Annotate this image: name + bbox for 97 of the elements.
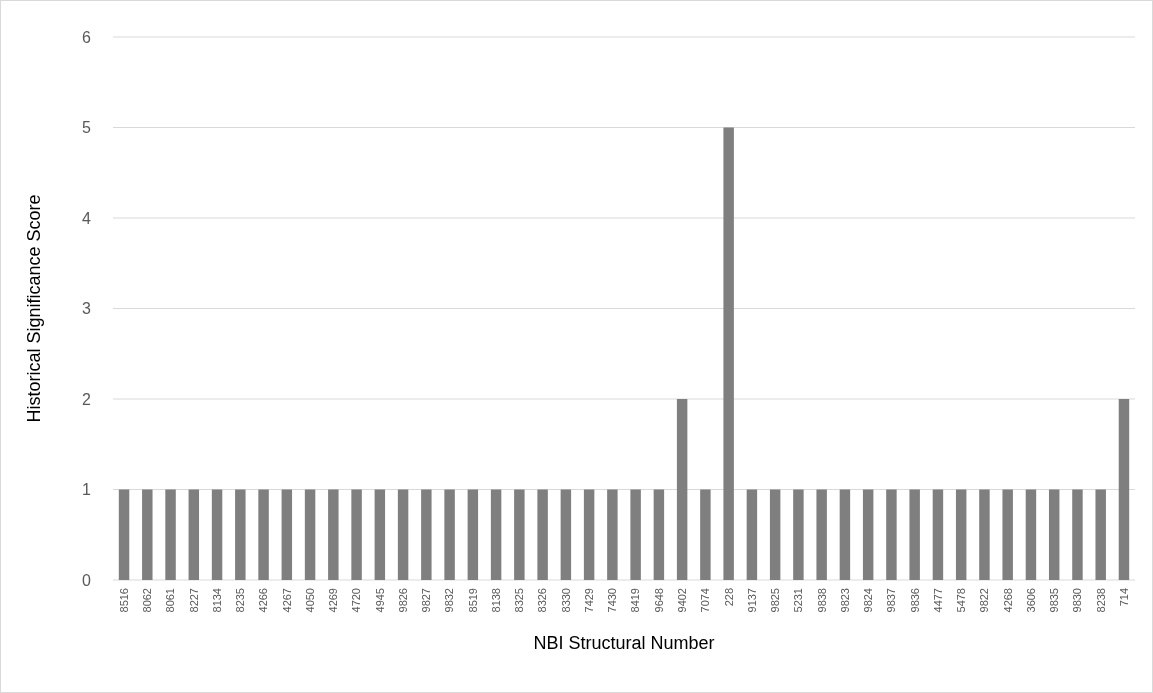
x-tick-label: 9836: [908, 588, 921, 613]
x-tick-label: 9827: [420, 588, 433, 613]
y-axis-title: Historical Significance Score: [24, 194, 44, 423]
bar: [490, 489, 502, 580]
bar: [955, 489, 967, 580]
x-tick-label: 4269: [327, 588, 340, 613]
x-tick-label: 8238: [1094, 588, 1107, 613]
bar: [467, 489, 479, 580]
bar: [397, 489, 409, 580]
x-tick-label: 9822: [978, 588, 991, 613]
x-tick-label: 8134: [210, 588, 223, 613]
x-tick-label: 4720: [350, 588, 363, 613]
x-tick-label: 4050: [303, 588, 316, 613]
bar: [421, 489, 432, 580]
bar: [1072, 489, 1083, 580]
bar: [746, 489, 758, 580]
y-tick-label: 1: [82, 481, 92, 499]
x-tick-label: 9137: [745, 588, 758, 613]
x-tick-label: 8235: [234, 588, 247, 613]
x-tick-label: 7430: [606, 588, 619, 613]
x-tick-label: 8419: [629, 588, 642, 613]
x-tick-label: 9838: [815, 588, 828, 613]
bar: [537, 489, 548, 580]
bar: [909, 489, 920, 580]
x-tick-label: 8138: [489, 588, 502, 613]
x-tick-label: 9830: [1071, 588, 1084, 613]
x-tick-label: 9826: [396, 588, 409, 613]
bar: [1095, 489, 1106, 580]
y-tick-label: 5: [82, 119, 92, 137]
x-tick-label: 8519: [466, 588, 479, 613]
bar: [630, 489, 641, 580]
bar: [1118, 399, 1130, 580]
bar: [211, 489, 223, 580]
x-tick-label: 5231: [792, 588, 805, 613]
y-tick-label: 6: [82, 28, 92, 46]
x-tick-label: 4266: [257, 588, 270, 613]
bar: [142, 489, 153, 580]
x-tick-label: 8061: [164, 588, 177, 613]
bar: [932, 489, 944, 580]
bar: [723, 127, 734, 580]
bar: [607, 489, 618, 580]
bar: [235, 489, 246, 580]
x-tick-label: 8330: [559, 588, 572, 613]
x-tick-label: 5478: [955, 588, 968, 613]
x-tick-label: 714: [1117, 588, 1130, 607]
bar: [118, 489, 130, 580]
y-tick-label: 0: [82, 571, 92, 589]
bar: [793, 489, 804, 580]
bar: [444, 489, 455, 580]
x-tick-label: 8516: [117, 588, 130, 613]
x-tick-label: 8326: [536, 588, 549, 613]
x-tick-label: 9823: [838, 588, 851, 613]
bar: [700, 489, 711, 580]
x-tick-label: 9402: [675, 588, 688, 613]
x-tick-label: 7429: [582, 588, 595, 613]
bar: [165, 489, 176, 580]
x-tick-label: 8227: [187, 588, 200, 613]
bar: [676, 399, 688, 580]
x-tick-label: 7074: [699, 588, 712, 613]
bar: [979, 489, 990, 580]
x-tick-label: 4945: [373, 588, 386, 613]
bar: [374, 489, 386, 580]
x-tick-label: 4477: [931, 588, 944, 613]
bar: [769, 489, 781, 580]
bar: [304, 489, 316, 580]
x-tick-label: 9648: [652, 588, 665, 613]
x-tick-label: 9835: [1048, 588, 1061, 613]
y-tick-label: 4: [82, 209, 92, 227]
bar: [258, 489, 269, 580]
bar: [653, 489, 665, 580]
x-tick-label: 9825: [769, 588, 781, 613]
bar: [862, 489, 874, 580]
bar: [281, 489, 293, 580]
bar: [1048, 489, 1060, 580]
bar: [328, 489, 339, 580]
x-tick-label: 228: [722, 588, 735, 607]
bar: [1002, 489, 1013, 580]
y-tick-label: 3: [82, 300, 92, 318]
x-tick-label: 4268: [1001, 588, 1014, 613]
bar: [886, 489, 897, 580]
bar: [816, 489, 827, 580]
bar: [839, 489, 851, 580]
x-tick-label: 8325: [513, 588, 526, 613]
y-tick-label: 2: [82, 390, 92, 408]
x-tick-label: 9824: [862, 588, 875, 613]
bar: [188, 489, 200, 580]
bar: [514, 489, 525, 580]
x-tick-label: 9837: [885, 588, 898, 613]
bar: [583, 489, 595, 580]
x-tick-label: 3606: [1024, 588, 1037, 613]
bar: [351, 489, 362, 580]
x-axis-title: NBI Structural Number: [533, 633, 715, 653]
bar: [560, 489, 572, 580]
x-tick-label: 4267: [280, 588, 293, 613]
bar: [1025, 489, 1037, 580]
x-tick-label: 9832: [443, 588, 456, 613]
x-tick-label: 8062: [141, 588, 154, 613]
